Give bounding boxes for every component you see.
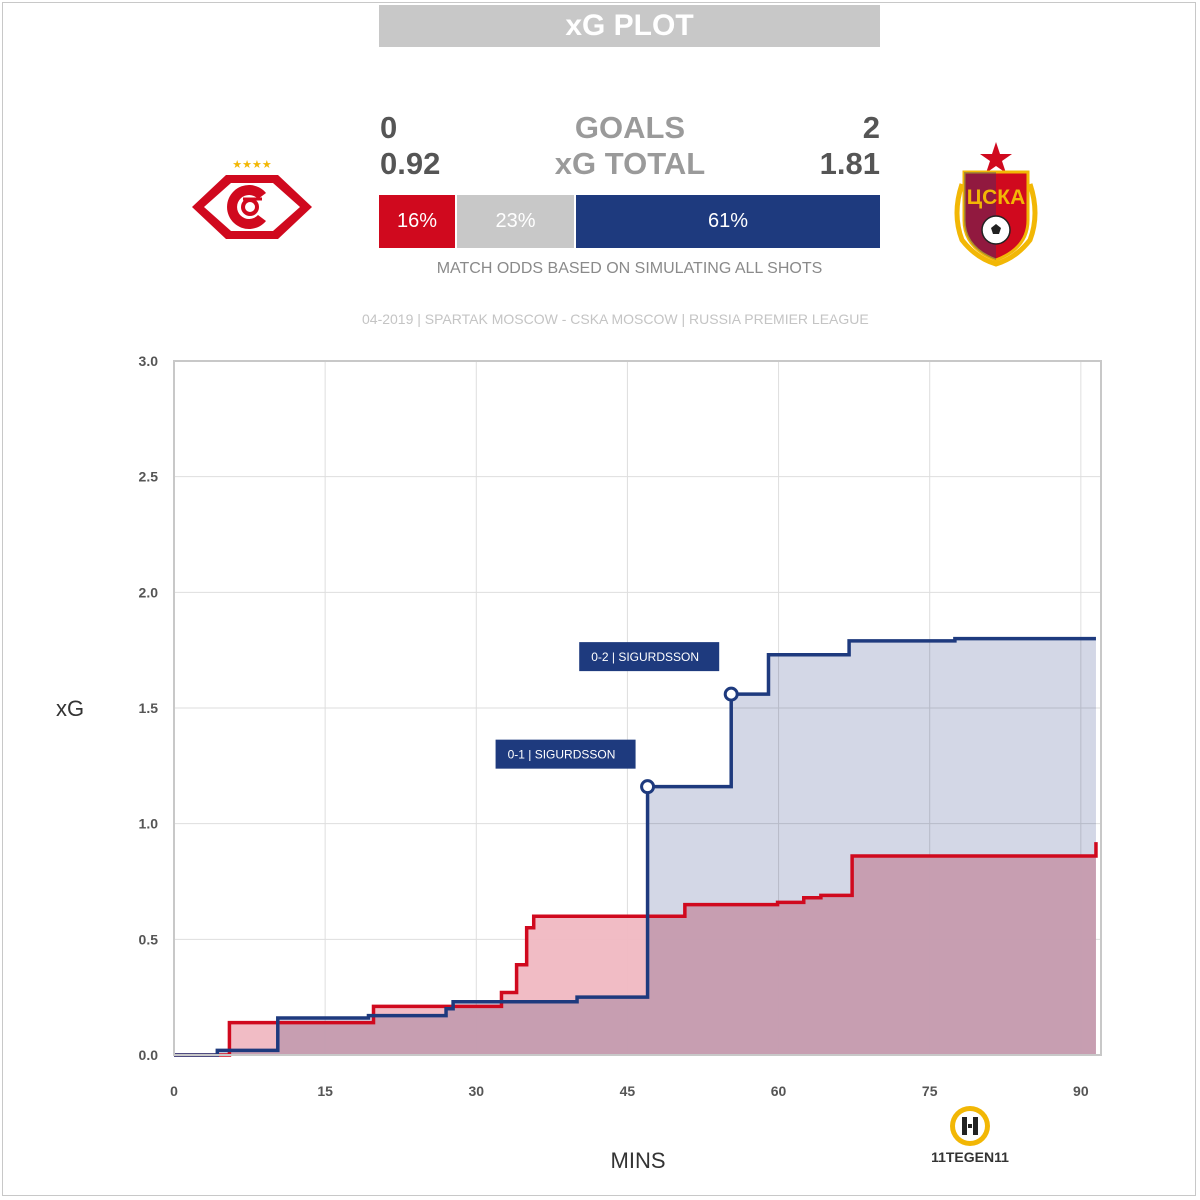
y-tick-label: 2.5 <box>139 469 159 485</box>
y-tick-label: 2.0 <box>139 584 159 600</box>
goal-annotation-label: 0-1 | SIGURDSSON <box>508 748 616 762</box>
x-tick-label: 90 <box>1073 1083 1089 1099</box>
x-tick-label: 60 <box>771 1083 787 1099</box>
svg-text:ЦСКА: ЦСКА <box>967 186 1026 209</box>
goals-label: GOALS <box>574 110 686 145</box>
odds-draw: 23% <box>457 195 574 248</box>
spartak-crest-icon: ★★★★ <box>192 159 312 239</box>
y-tick-label: 1.5 <box>139 700 159 716</box>
odds-home-win: 16% <box>379 195 455 248</box>
svg-text:11TEGEN11: 11TEGEN11 <box>931 1149 1009 1165</box>
x-tick-label: 0 <box>170 1083 178 1099</box>
y-tick-label: 1.0 <box>139 816 159 832</box>
odds-caption: MATCH ODDS BASED ON SIMULATING ALL SHOTS <box>436 260 823 277</box>
y-tick-label: 0.5 <box>139 931 159 947</box>
away-goals: 2 <box>862 110 880 145</box>
goal-marker <box>640 779 656 795</box>
x-tick-label: 75 <box>922 1083 938 1099</box>
goal-marker <box>723 686 739 702</box>
away-xg-total: 1.81 <box>819 146 880 181</box>
x-axis-label: MINS <box>611 1148 666 1173</box>
goal-annotation-label: 0-2 | SIGURDSSON <box>591 650 699 664</box>
home-xg-line <box>174 842 1098 1057</box>
x-tick-label: 45 <box>620 1083 636 1099</box>
odds-away-win: 61% <box>576 195 880 248</box>
y-tick-label: 0.0 <box>139 1047 159 1063</box>
plot-border <box>173 360 1102 1056</box>
11tegen11-logo-icon: 11TEGEN11 <box>931 1106 1009 1165</box>
x-tick-label: 15 <box>317 1083 333 1099</box>
y-tick-label: 3.0 <box>139 353 159 369</box>
page-title: xG PLOT <box>379 5 880 47</box>
away-xg-line <box>174 636 1096 1057</box>
cska-crest-icon: ЦСКА <box>954 142 1038 267</box>
goal-annotation-box <box>579 642 720 672</box>
x-tick-label: 30 <box>468 1083 484 1099</box>
svg-text:★★★★: ★★★★ <box>232 159 272 171</box>
goal-annotation-box <box>495 739 636 769</box>
match-info: 04-2019 | SPARTAK MOSCOW - CSKA MOSCOW |… <box>362 311 869 327</box>
y-axis-label: xG <box>56 696 84 721</box>
xg-total-label: xG TOTAL <box>554 146 706 181</box>
home-goals: 0 <box>380 110 398 145</box>
home-xg-total: 0.92 <box>380 146 441 181</box>
away-xg-area <box>174 638 1096 1055</box>
